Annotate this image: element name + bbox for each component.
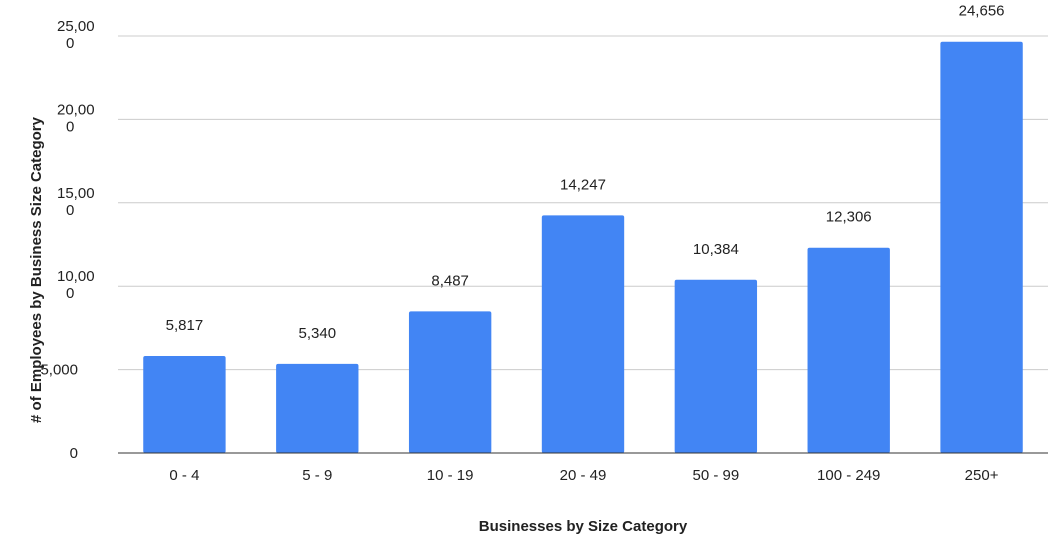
bar-20-49[interactable] <box>541 215 625 453</box>
y-tick-label: 10,00 0 <box>57 268 95 302</box>
bar-250[interactable] <box>940 41 1023 454</box>
x-tick-label: 10 - 19 <box>427 467 474 484</box>
y-tick-label: 20,00 0 <box>57 101 95 135</box>
bar-0-4[interactable] <box>143 355 226 453</box>
data-label: 5,817 <box>166 317 204 334</box>
bars <box>143 41 1023 454</box>
data-label: 12,306 <box>826 209 872 226</box>
y-tick-label: 25,00 0 <box>57 18 95 52</box>
data-labels: 5,817 5,340 8,487 14,247 10,384 12,306 24,656 <box>166 3 1005 342</box>
y-tick-label: 5,000 <box>40 362 78 379</box>
data-label: 24,656 <box>959 3 1005 20</box>
bar-50-99[interactable] <box>674 279 758 453</box>
x-tick-label: 5 - 9 <box>302 467 332 484</box>
x-axis-ticks: 0 - 4 5 - 9 10 - 19 20 - 49 50 - 99 100 - 249… <box>169 467 998 484</box>
y-axis-ticks: 0 5,000 10,00 0 15,00 0 20,00 0 25,00 0 <box>40 18 94 462</box>
gridlines <box>118 35 1048 371</box>
data-label: 14,247 <box>560 176 606 193</box>
y-tick-label: 15,00 0 <box>57 185 95 219</box>
data-label: 10,384 <box>693 241 739 258</box>
x-tick-label: 0 - 4 <box>169 467 199 484</box>
bar-10-19[interactable] <box>408 311 492 453</box>
x-tick-label: 20 - 49 <box>560 467 607 484</box>
x-tick-label: 50 - 99 <box>693 467 740 484</box>
x-tick-label: 100 - 249 <box>817 467 880 484</box>
x-tick-label: 250+ <box>965 467 999 484</box>
y-axis-title: # of Employees by Business Size Category <box>28 116 45 423</box>
y-tick-label: 0 <box>70 445 78 462</box>
data-label: 8,487 <box>431 272 469 289</box>
x-axis-title: Businesses by Size Category <box>479 518 688 535</box>
data-label: 5,340 <box>299 325 337 342</box>
bar-5-9[interactable] <box>276 363 359 453</box>
bar-100-249[interactable] <box>807 247 890 453</box>
